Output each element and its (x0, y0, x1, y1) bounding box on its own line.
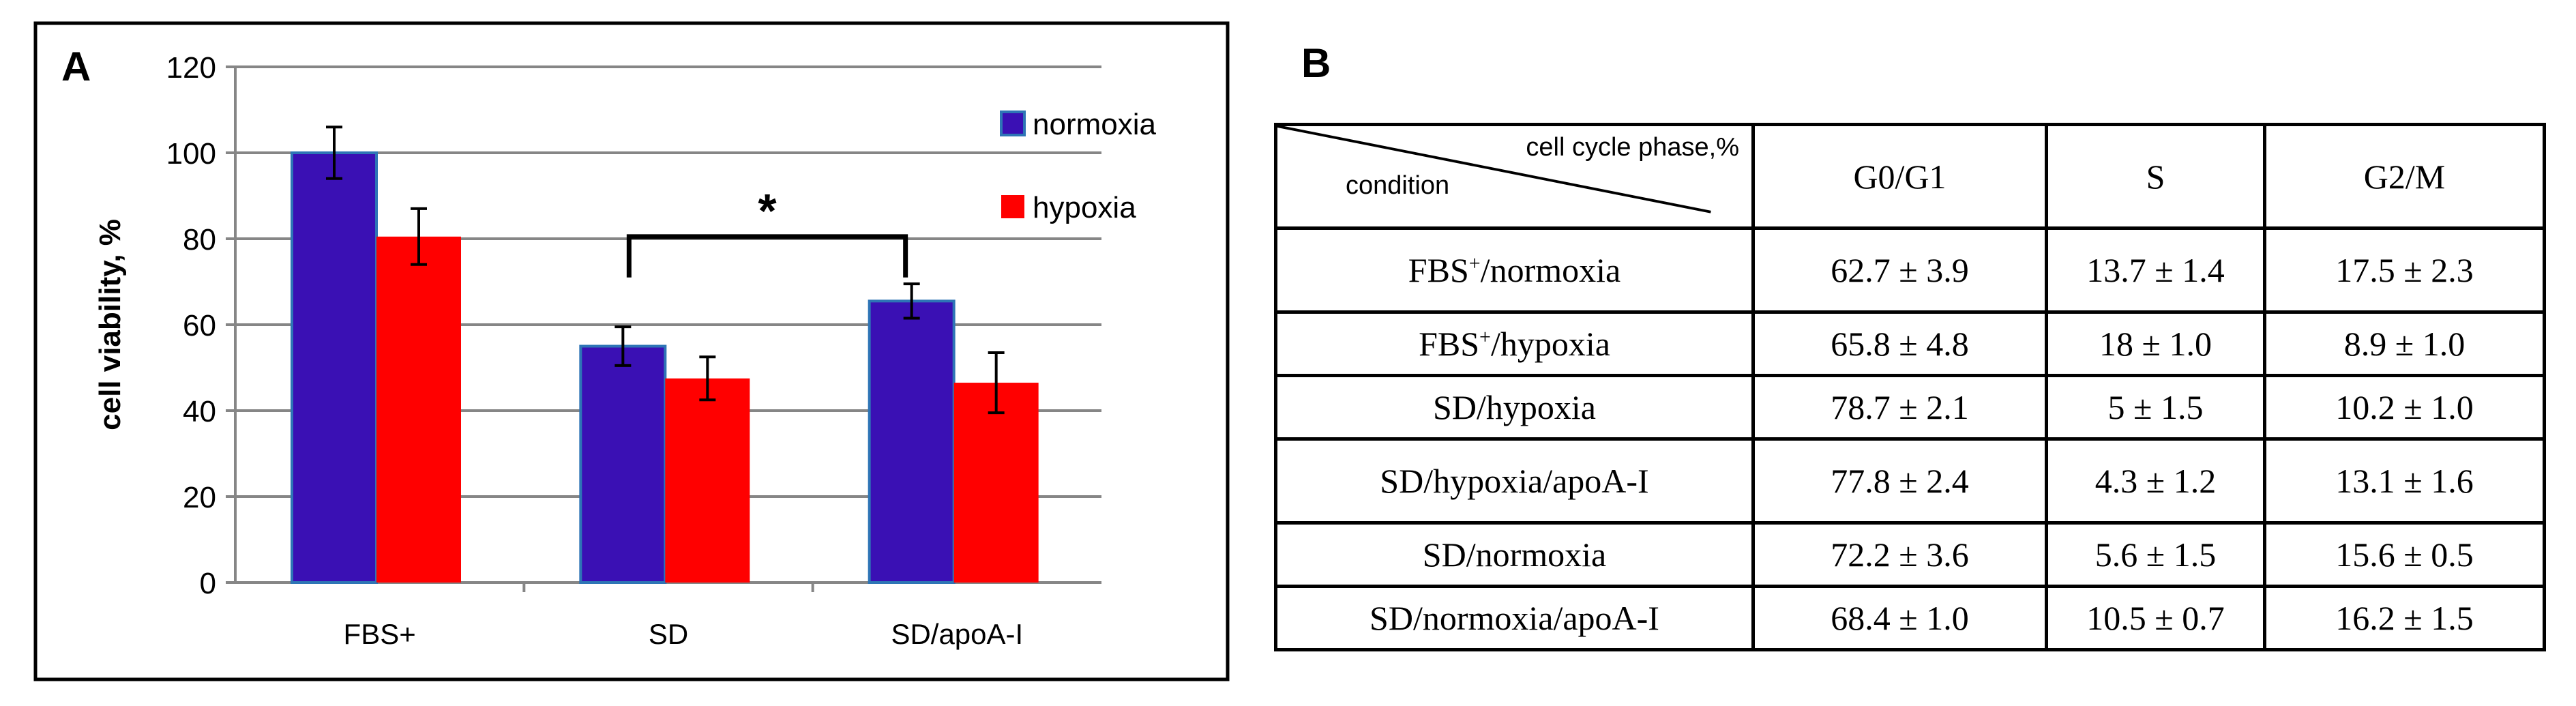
table-corner-cell: cell cycle phase,% condition (1274, 123, 1755, 230)
panel-b-label: B (1301, 40, 1331, 86)
value-cell: 13.1 ± 1.6 (2263, 437, 2546, 525)
condition-main: SD/hypoxia (1433, 388, 1596, 427)
value-cell: 78.7 ± 2.1 (1751, 374, 2048, 441)
condition-rest: /hypoxia (1490, 325, 1610, 364)
column-header-g2m: G2/M (2263, 123, 2546, 230)
bar-chart: A 0 20 40 60 80 100 120 cell viability, % FBS+ SD S… (33, 21, 1230, 681)
value-cell: 62.7 ± 3.9 (1751, 226, 2048, 314)
y-tick-label: 20 (183, 481, 216, 514)
bar-hypoxia-1 (665, 378, 750, 583)
condition-cell: FBS+/normoxia (1274, 226, 1755, 314)
value-cell: 15.6 ± 0.5 (2263, 521, 2546, 589)
bar-normoxia-0 (291, 151, 378, 584)
table-row: FBS+/normoxia 62.7 ± 3.9 13.7 ± 1.4 17.5 ± … (1274, 226, 2546, 314)
value-cell: 16.2 ± 1.5 (2263, 585, 2546, 651)
value-cell: 17.5 ± 2.3 (2263, 226, 2546, 314)
condition-cell: SD/normoxia/apoA-I (1274, 585, 1755, 651)
y-tick-label: 60 (183, 309, 216, 342)
condition-main: SD/hypoxia/apoA-I (1380, 462, 1649, 501)
value-cell: 10.2 ± 1.0 (2263, 374, 2546, 441)
cell-cycle-table: cell cycle phase,% condition G0/G1 S G2/… (1274, 123, 2546, 651)
value-cell: 4.3 ± 1.2 (2045, 437, 2266, 525)
value-cell: 13.7 ± 1.4 (2045, 226, 2266, 314)
value-cell: 72.2 ± 3.6 (1751, 521, 2048, 589)
value-cell: 65.8 ± 4.8 (1751, 310, 2048, 378)
y-axis-label: cell viability, % (93, 219, 127, 430)
condition-superscript: + (1468, 252, 1481, 275)
table-row: SD/hypoxia/apoA-I 77.8 ± 2.4 4.3 ± 1.2 13.1… (1274, 437, 2546, 525)
condition-main: FBS (1408, 251, 1469, 290)
bar-normoxia-1 (579, 344, 667, 584)
condition-cell: SD/hypoxia/apoA-I (1274, 437, 1755, 525)
table-row: SD/normoxia/apoA-I 68.4 ± 1.0 10.5 ± 0.7 16… (1274, 585, 2546, 651)
legend-label-hypoxia: hypoxia (1033, 191, 1136, 224)
condition-cell: SD/hypoxia (1274, 374, 1755, 441)
condition-main: SD/normoxia (1422, 535, 1607, 574)
legend-swatch-hypoxia (1001, 195, 1024, 218)
condition-rest: /normoxia (1480, 251, 1621, 290)
y-tick-label: 120 (166, 51, 216, 85)
value-cell: 8.9 ± 1.0 (2263, 310, 2546, 378)
condition-cell: FBS+/hypoxia (1274, 310, 1755, 378)
bar-normoxia-2 (868, 299, 956, 584)
value-cell: 5 ± 1.5 (2045, 374, 2266, 441)
legend-label-normoxia: normoxia (1033, 108, 1156, 141)
y-tick-label: 80 (183, 223, 216, 256)
table-row: FBS+/hypoxia 65.8 ± 4.8 18 ± 1.0 8.9 ± 1.0 (1274, 310, 2546, 378)
condition-main: SD/normoxia/apoA-I (1370, 599, 1659, 638)
y-tick-label: 40 (183, 395, 216, 428)
value-cell: 77.8 ± 2.4 (1751, 437, 2048, 525)
value-cell: 5.6 ± 1.5 (2045, 521, 2266, 589)
panel-a: A 0 20 40 60 80 100 120 cell viability, % FBS+ SD S… (0, 0, 1238, 706)
corner-diagonal (1277, 126, 1711, 214)
bar-hypoxia-2 (953, 383, 1039, 583)
y-tick-label: 100 (166, 137, 216, 171)
condition-cell: SD/normoxia (1274, 521, 1755, 589)
table-header-row: cell cycle phase,% condition G0/G1 S G2/… (1274, 123, 2546, 230)
condition-superscript: + (1479, 325, 1491, 349)
y-tick-label: 0 (200, 567, 216, 600)
significance-marker: * (758, 184, 777, 237)
significance-bracket (626, 234, 908, 278)
x-tick-label: FBS+ (344, 618, 416, 650)
value-cell: 68.4 ± 1.0 (1751, 585, 2048, 651)
value-cell: 10.5 ± 0.7 (2045, 585, 2266, 651)
table-row: SD/normoxia 72.2 ± 3.6 5.6 ± 1.5 15.6 ± 0.5 (1274, 521, 2546, 589)
value-cell: 18 ± 1.0 (2045, 310, 2266, 378)
x-tick-label: SD (649, 618, 688, 650)
column-header-g0g1: G0/G1 (1751, 123, 2048, 230)
corner-bottom-label: condition (1346, 171, 1450, 200)
column-header-s: S (2045, 123, 2266, 230)
table-row: SD/hypoxia 78.7 ± 2.1 5 ± 1.5 10.2 ± 1.0 (1274, 374, 2546, 441)
legend-swatch-normoxia (1000, 111, 1026, 136)
bar-hypoxia-0 (376, 236, 461, 583)
panel-a-label: A (61, 44, 91, 89)
condition-main: FBS (1419, 325, 1480, 364)
corner-top-label: cell cycle phase,% (1526, 133, 1739, 162)
x-tick-label: SD/apoA-I (891, 618, 1023, 650)
